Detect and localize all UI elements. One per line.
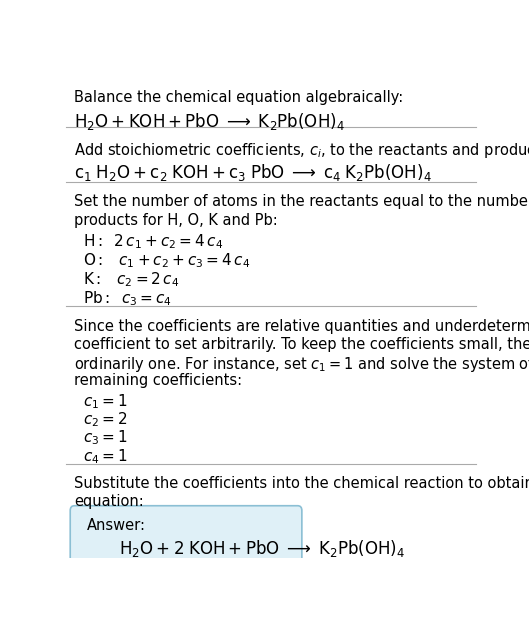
Text: $c_4 = 1$: $c_4 = 1$	[83, 447, 127, 465]
Text: Answer:: Answer:	[87, 518, 145, 533]
Text: Set the number of atoms in the reactants equal to the number of atoms in the: Set the number of atoms in the reactants…	[74, 194, 529, 209]
Text: ordinarily one. For instance, set $c_1 = 1$ and solve the system of equations fo: ordinarily one. For instance, set $c_1 =…	[74, 355, 529, 374]
Text: $\mathrm{H_2O + 2\;KOH + PbO \;\longrightarrow\; K_2Pb(OH)_4}$: $\mathrm{H_2O + 2\;KOH + PbO \;\longrigh…	[120, 538, 405, 559]
FancyBboxPatch shape	[70, 506, 302, 593]
Text: Balance the chemical equation algebraically:: Balance the chemical equation algebraica…	[74, 90, 404, 105]
Text: $\mathrm{c_1\;H_2O + c_2\;KOH + c_3\;PbO \;\longrightarrow\; c_4\;K_2Pb(OH)_4}$: $\mathrm{c_1\;H_2O + c_2\;KOH + c_3\;PbO…	[74, 162, 432, 183]
Text: Add stoichiometric coefficients, $c_i$, to the reactants and products:: Add stoichiometric coefficients, $c_i$, …	[74, 141, 529, 160]
Text: $\mathrm{Pb{:}}\;\;c_3 = c_4$: $\mathrm{Pb{:}}\;\;c_3 = c_4$	[83, 289, 171, 308]
Text: $c_2 = 2$: $c_2 = 2$	[83, 411, 127, 429]
Text: products for H, O, K and Pb:: products for H, O, K and Pb:	[74, 213, 278, 228]
Text: $\mathrm{H{:}}\;\;2\,c_1 + c_2 = 4\,c_4$: $\mathrm{H{:}}\;\;2\,c_1 + c_2 = 4\,c_4$	[83, 232, 223, 251]
Text: $\mathrm{O{:}}\;\;\;c_1 + c_2 + c_3 = 4\,c_4$: $\mathrm{O{:}}\;\;\;c_1 + c_2 + c_3 = 4\…	[83, 251, 250, 270]
Text: remaining coefficients:: remaining coefficients:	[74, 373, 242, 388]
Text: $\mathrm{H_2O + KOH + PbO} \;\longrightarrow\; \mathrm{K_2Pb(OH)_4}$: $\mathrm{H_2O + KOH + PbO} \;\longrighta…	[74, 110, 345, 132]
Text: equation:: equation:	[74, 494, 144, 509]
Text: $\mathrm{K{:}}\;\;\;c_2 = 2\,c_4$: $\mathrm{K{:}}\;\;\;c_2 = 2\,c_4$	[83, 270, 179, 289]
Text: $c_3 = 1$: $c_3 = 1$	[83, 429, 127, 448]
Text: $c_1 = 1$: $c_1 = 1$	[83, 393, 127, 411]
Text: Since the coefficients are relative quantities and underdetermined, choose a: Since the coefficients are relative quan…	[74, 319, 529, 334]
Text: Substitute the coefficients into the chemical reaction to obtain the balanced: Substitute the coefficients into the che…	[74, 477, 529, 492]
Text: coefficient to set arbitrarily. To keep the coefficients small, the arbitrary va: coefficient to set arbitrarily. To keep …	[74, 337, 529, 352]
